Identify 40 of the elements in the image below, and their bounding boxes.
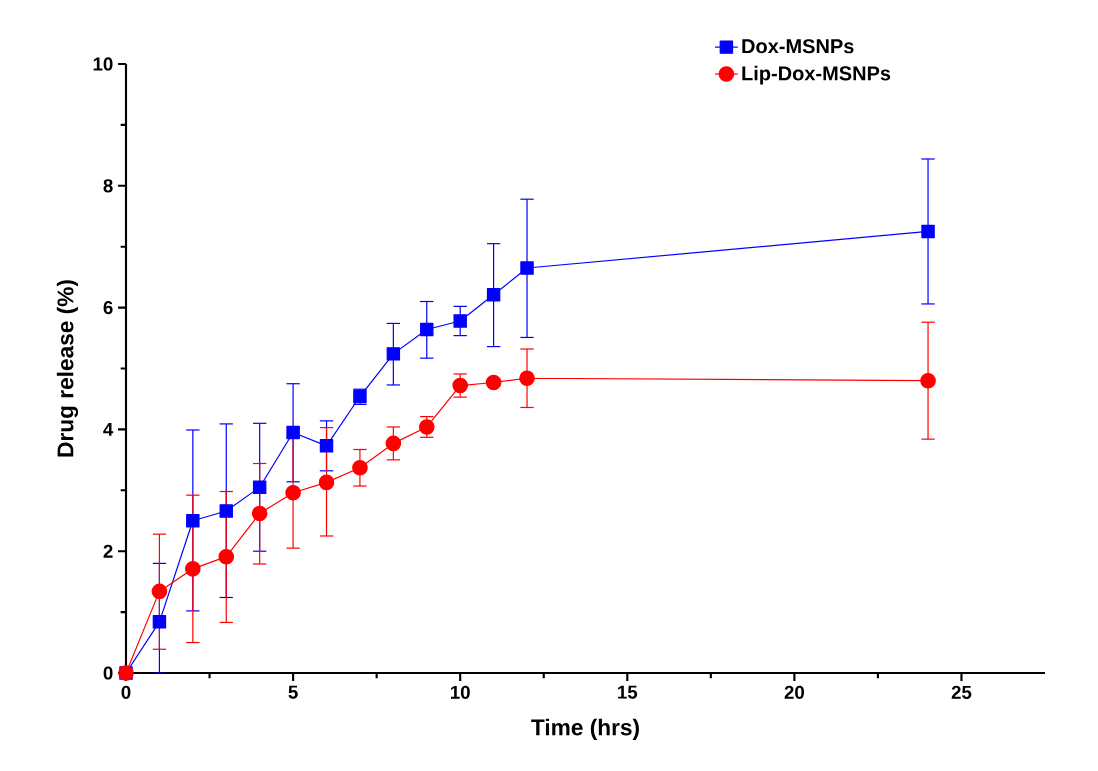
point: [486, 288, 501, 302]
legend-label: Lip-Dox-MSNPs: [742, 65, 891, 85]
point: [520, 261, 534, 275]
y-tick-label: 6: [103, 300, 113, 315]
point: [285, 484, 301, 501]
y-tick-label: 10: [93, 57, 113, 71]
point: [252, 480, 267, 494]
point: [152, 615, 167, 629]
y-tick-label: 8: [103, 179, 113, 193]
point: [519, 370, 535, 387]
point: [386, 347, 401, 361]
point: [452, 377, 468, 394]
point: [352, 459, 368, 476]
y-tick-label: 0: [103, 666, 113, 680]
point: [185, 561, 201, 577]
point: [319, 439, 334, 453]
x-tick-label: 15: [618, 685, 638, 699]
point: [485, 374, 502, 391]
point: [286, 425, 300, 440]
point: [251, 505, 268, 522]
x-tick-label: 25: [951, 685, 972, 699]
point: [318, 474, 335, 491]
x-tick-label: 5: [288, 685, 298, 699]
point: [219, 504, 233, 518]
x-tick-label: 10: [450, 685, 470, 699]
y-tick-label: 2: [103, 544, 113, 558]
point: [453, 314, 467, 328]
y-axis-title: Drug release (%): [56, 280, 79, 457]
point: [920, 372, 936, 389]
point: [921, 224, 935, 239]
legend-label: Dox-MSNPs: [742, 39, 854, 54]
point: [385, 435, 402, 452]
point: [151, 583, 168, 600]
y-tick-label: 4: [103, 422, 114, 436]
x-tick-label: 0: [121, 685, 131, 699]
x-tick-label: 20: [784, 685, 804, 699]
point: [218, 548, 235, 565]
point: [186, 514, 200, 528]
x-axis-title: Time (hrs): [531, 718, 639, 740]
point: [420, 322, 434, 337]
